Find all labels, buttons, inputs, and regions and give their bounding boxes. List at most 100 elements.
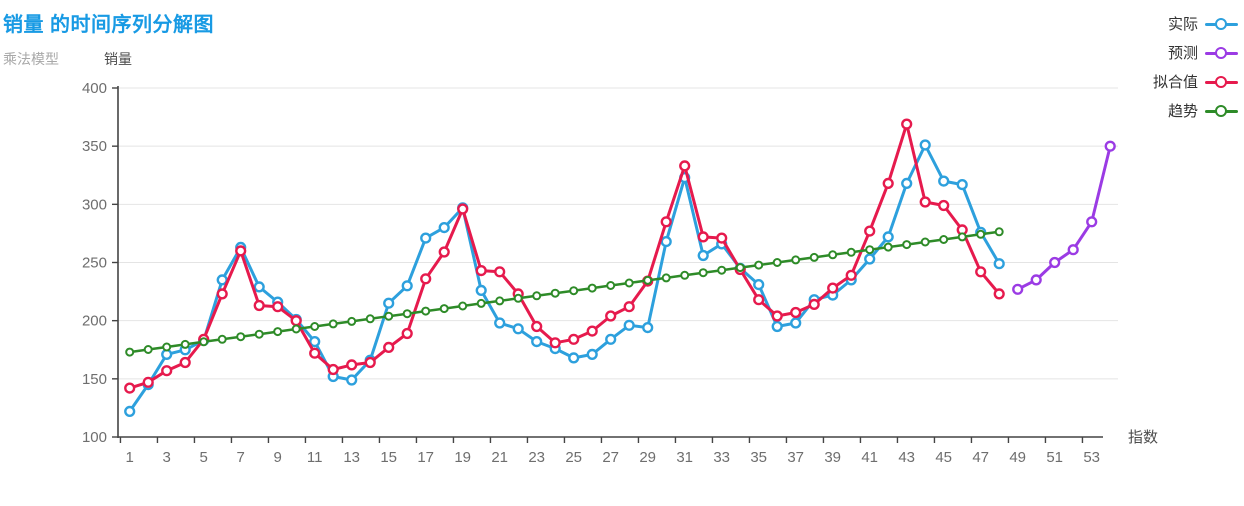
series-marker-trend[interactable] xyxy=(125,347,135,357)
series-marker-fitted[interactable] xyxy=(623,301,635,313)
series-marker-fitted[interactable] xyxy=(993,288,1005,300)
series-marker-actual[interactable] xyxy=(642,322,654,334)
series-marker-trend[interactable] xyxy=(384,311,394,321)
series-marker-trend[interactable] xyxy=(846,247,856,257)
series-marker-trend[interactable] xyxy=(883,242,893,252)
series-marker-trend[interactable] xyxy=(495,296,505,306)
series-marker-fitted[interactable] xyxy=(457,203,469,215)
legend-item-trend[interactable]: 趋势 xyxy=(1153,99,1238,123)
series-marker-trend[interactable] xyxy=(865,245,875,255)
series-marker-fitted[interactable] xyxy=(697,231,709,243)
series-marker-trend[interactable] xyxy=(957,232,967,242)
series-marker-trend[interactable] xyxy=(698,268,708,278)
series-marker-fitted[interactable] xyxy=(882,177,894,190)
series-marker-fitted[interactable] xyxy=(901,118,913,130)
series-marker-fitted[interactable] xyxy=(864,225,876,237)
series-marker-fitted[interactable] xyxy=(771,310,783,322)
series-marker-actual[interactable] xyxy=(438,222,450,234)
series-marker-fitted[interactable] xyxy=(420,273,432,285)
series-marker-trend[interactable] xyxy=(735,263,745,273)
series-marker-actual[interactable] xyxy=(753,279,765,291)
series-marker-trend[interactable] xyxy=(717,265,727,275)
series-marker-actual[interactable] xyxy=(623,319,635,331)
series-marker-fitted[interactable] xyxy=(364,356,376,369)
series-marker-trend[interactable] xyxy=(532,291,542,301)
series-marker-trend[interactable] xyxy=(939,235,949,244)
series-marker-trend[interactable] xyxy=(643,275,653,285)
series-marker-trend[interactable] xyxy=(402,309,412,319)
series-marker-fitted[interactable] xyxy=(716,232,728,244)
series-marker-forecast[interactable] xyxy=(1030,274,1042,286)
series-marker-trend[interactable] xyxy=(365,314,375,324)
series-marker-trend[interactable] xyxy=(180,339,190,349)
series-marker-actual[interactable] xyxy=(901,177,913,190)
series-marker-fitted[interactable] xyxy=(216,288,228,300)
series-marker-actual[interactable] xyxy=(605,333,617,345)
series-marker-trend[interactable] xyxy=(421,306,431,316)
series-marker-trend[interactable] xyxy=(791,255,801,265)
series-marker-fitted[interactable] xyxy=(938,199,950,212)
series-marker-actual[interactable] xyxy=(956,179,968,191)
series-marker-fitted[interactable] xyxy=(475,265,487,277)
series-marker-actual[interactable] xyxy=(346,374,358,386)
series-marker-trend[interactable] xyxy=(310,322,320,331)
series-marker-fitted[interactable] xyxy=(309,347,321,359)
series-marker-fitted[interactable] xyxy=(346,359,358,371)
series-marker-actual[interactable] xyxy=(586,348,598,361)
series-marker-trend[interactable] xyxy=(217,334,227,344)
series-marker-trend[interactable] xyxy=(569,286,579,296)
series-marker-trend[interactable] xyxy=(347,316,357,326)
series-marker-trend[interactable] xyxy=(680,270,690,280)
series-marker-actual[interactable] xyxy=(420,232,432,244)
series-marker-trend[interactable] xyxy=(199,337,209,347)
series-marker-trend[interactable] xyxy=(143,345,153,354)
series-marker-fitted[interactable] xyxy=(272,301,284,313)
series-marker-fitted[interactable] xyxy=(753,294,765,306)
series-marker-fitted[interactable] xyxy=(494,266,506,278)
series-marker-actual[interactable] xyxy=(697,249,709,262)
series-marker-actual[interactable] xyxy=(383,297,395,309)
series-marker-forecast[interactable] xyxy=(1049,256,1061,269)
series-marker-actual[interactable] xyxy=(475,284,487,297)
series-marker-actual[interactable] xyxy=(253,281,265,293)
series-marker-trend[interactable] xyxy=(476,298,486,308)
series-marker-actual[interactable] xyxy=(401,280,413,292)
series-marker-fitted[interactable] xyxy=(235,245,247,257)
series-marker-fitted[interactable] xyxy=(808,298,820,311)
series-marker-fitted[interactable] xyxy=(142,376,154,388)
legend-item-forecast[interactable]: 预测 xyxy=(1153,41,1238,65)
series-marker-actual[interactable] xyxy=(531,336,543,348)
series-marker-trend[interactable] xyxy=(236,332,246,342)
series-marker-fitted[interactable] xyxy=(845,269,857,281)
series-marker-actual[interactable] xyxy=(938,175,950,187)
series-marker-actual[interactable] xyxy=(919,139,931,151)
series-marker-trend[interactable] xyxy=(902,240,912,250)
series-marker-forecast[interactable] xyxy=(1012,283,1024,295)
series-marker-trend[interactable] xyxy=(828,250,838,260)
series-marker-actual[interactable] xyxy=(124,405,136,418)
series-marker-trend[interactable] xyxy=(772,258,782,267)
series-marker-fitted[interactable] xyxy=(327,363,339,376)
series-marker-fitted[interactable] xyxy=(790,306,802,319)
series-marker-fitted[interactable] xyxy=(679,160,691,172)
series-marker-trend[interactable] xyxy=(624,278,634,288)
series-marker-trend[interactable] xyxy=(809,252,819,262)
series-marker-trend[interactable] xyxy=(439,304,449,314)
series-marker-actual[interactable] xyxy=(568,352,580,364)
series-marker-trend[interactable] xyxy=(754,260,764,270)
series-marker-fitted[interactable] xyxy=(549,337,561,349)
series-marker-fitted[interactable] xyxy=(161,365,173,377)
series-marker-actual[interactable] xyxy=(993,258,1005,270)
series-marker-fitted[interactable] xyxy=(975,266,987,278)
series-marker-actual[interactable] xyxy=(660,236,672,248)
series-marker-fitted[interactable] xyxy=(660,216,672,228)
series-marker-trend[interactable] xyxy=(994,227,1004,237)
series-marker-trend[interactable] xyxy=(273,327,283,337)
series-marker-fitted[interactable] xyxy=(827,282,839,294)
series-marker-forecast[interactable] xyxy=(1067,244,1079,256)
series-marker-fitted[interactable] xyxy=(253,299,265,312)
series-trend[interactable] xyxy=(125,227,1004,357)
series-marker-trend[interactable] xyxy=(328,319,338,329)
series-marker-trend[interactable] xyxy=(513,293,523,303)
legend-item-actual[interactable]: 实际 xyxy=(1153,12,1238,36)
